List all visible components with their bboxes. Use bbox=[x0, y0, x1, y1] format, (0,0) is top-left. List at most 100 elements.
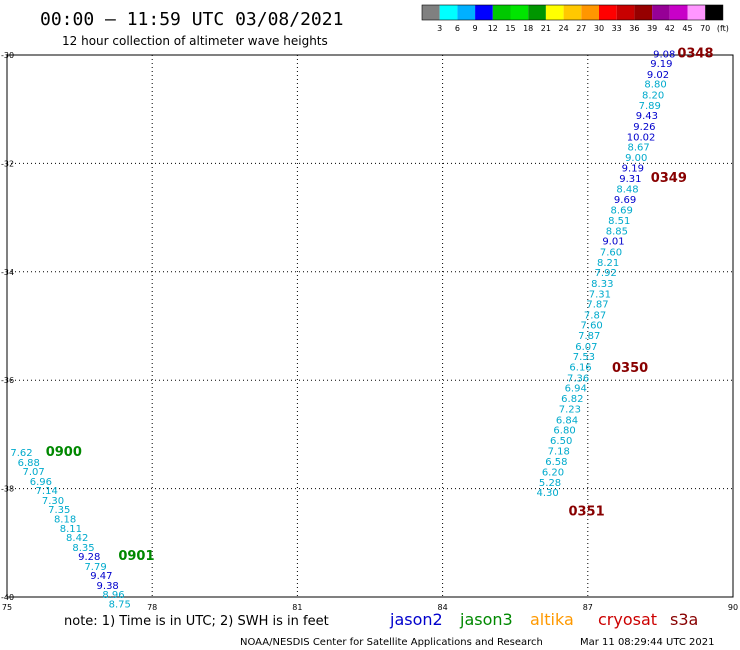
swh-point: 8.69 bbox=[611, 205, 633, 216]
swh-point: 9.38 bbox=[97, 581, 119, 592]
y-tick-label: -32 bbox=[1, 159, 14, 168]
swh-point: 6.16 bbox=[569, 362, 591, 373]
swh-point: 6.94 bbox=[565, 384, 587, 395]
color-scale-label: 36 bbox=[629, 24, 639, 33]
swh-point: 7.87 bbox=[578, 331, 600, 342]
color-swatch bbox=[439, 5, 458, 20]
pass-time-label: 0901 bbox=[118, 549, 154, 564]
swh-point: 7.60 bbox=[600, 248, 622, 259]
swh-point: 9.08 bbox=[653, 50, 675, 61]
color-swatch bbox=[669, 5, 688, 20]
satellite-legend-item: s3a bbox=[670, 610, 698, 629]
color-swatch bbox=[563, 5, 582, 20]
swh-point: 8.51 bbox=[608, 216, 630, 227]
swh-point: 10.02 bbox=[627, 133, 656, 144]
x-tick-label: 87 bbox=[583, 603, 593, 612]
swh-point: 4.30 bbox=[536, 488, 558, 499]
swh-point: 5.28 bbox=[539, 478, 561, 489]
swh-point: 8.96 bbox=[102, 590, 124, 601]
plot-grid bbox=[7, 55, 733, 597]
swh-point: 7.79 bbox=[84, 562, 106, 573]
color-scale-label: 18 bbox=[523, 24, 533, 33]
color-scale-label: 15 bbox=[505, 24, 515, 33]
x-tick-label: 78 bbox=[147, 603, 157, 612]
satellite-legend: jason2 jason3 altika cryosat s3a bbox=[389, 610, 698, 629]
color-swatch bbox=[705, 5, 723, 20]
swh-point: 7.31 bbox=[589, 289, 611, 300]
color-swatch bbox=[599, 5, 617, 20]
swh-point: 8.20 bbox=[642, 90, 664, 101]
footer-timestamp: Mar 11 08:29:44 UTC 2021 bbox=[580, 637, 715, 648]
color-swatch bbox=[510, 5, 529, 20]
swh-point: 8.35 bbox=[72, 543, 94, 554]
y-tick-label: -30 bbox=[1, 51, 14, 60]
swh-point: 8.42 bbox=[66, 533, 88, 544]
plot-axes: 75 78 81 84 87 90 -30 -32 -34 -36 -38 -40 bbox=[1, 51, 738, 612]
swh-point: 8.21 bbox=[597, 258, 619, 269]
color-swatch bbox=[545, 5, 564, 20]
color-swatch bbox=[581, 5, 599, 20]
swh-point: 6.80 bbox=[553, 425, 575, 436]
color-scale-label: 3 bbox=[437, 24, 442, 33]
swh-point: 6.50 bbox=[550, 436, 572, 447]
pass-time-label: 0351 bbox=[568, 505, 604, 520]
swh-point: 9.31 bbox=[619, 174, 641, 185]
swh-point: 7.92 bbox=[595, 268, 617, 279]
swh-point: 6.96 bbox=[30, 477, 52, 488]
chart-title: 00:00 – 11:59 UTC 03/08/2021 bbox=[40, 9, 343, 30]
swh-point: 7.53 bbox=[573, 352, 595, 363]
color-scale-label: 21 bbox=[541, 24, 551, 33]
satellite-legend-item: jason3 bbox=[459, 610, 513, 629]
color-swatch bbox=[687, 5, 706, 20]
plot-frame bbox=[6, 54, 734, 598]
satellite-legend-item: cryosat bbox=[598, 610, 657, 629]
swh-point: 9.26 bbox=[633, 122, 655, 133]
swh-point: 6.20 bbox=[542, 468, 564, 479]
color-scale-label: 12 bbox=[488, 24, 498, 33]
color-swatch bbox=[652, 5, 670, 20]
footer-note: note: 1) Time is in UTC; 2) SWH is in fe… bbox=[64, 614, 329, 629]
swh-point: 6.58 bbox=[545, 457, 567, 468]
color-scale-label: 9 bbox=[473, 24, 478, 33]
swh-point: 7.36 bbox=[567, 373, 589, 384]
swh-point: 6.07 bbox=[575, 342, 597, 353]
color-scale-label: 27 bbox=[576, 24, 586, 33]
swh-point: 6.84 bbox=[556, 416, 578, 427]
swh-point: 6.88 bbox=[18, 458, 40, 469]
swh-point: 9.01 bbox=[602, 237, 624, 248]
color-swatch bbox=[475, 5, 493, 20]
swh-point: 8.85 bbox=[606, 226, 628, 237]
color-scale-label: 45 bbox=[682, 24, 692, 33]
swh-point: 9.47 bbox=[90, 571, 112, 582]
swh-point: 7.23 bbox=[559, 405, 581, 416]
swh-point: 9.00 bbox=[625, 153, 647, 164]
swh-point: 7.89 bbox=[639, 101, 661, 112]
color-swatch bbox=[616, 5, 635, 20]
swh-point: 7.35 bbox=[48, 505, 70, 516]
swh-point: 7.62 bbox=[10, 448, 32, 459]
color-swatch bbox=[457, 5, 476, 20]
color-swatch bbox=[528, 5, 546, 20]
swh-point: 9.02 bbox=[647, 70, 669, 81]
color-scale-label: (ft) bbox=[717, 24, 729, 33]
color-swatch bbox=[492, 5, 511, 20]
swh-point: 9.19 bbox=[622, 164, 644, 175]
swh-point: 7.14 bbox=[36, 486, 58, 497]
pass-time-label: 0349 bbox=[651, 171, 687, 186]
x-tick-label: 90 bbox=[728, 603, 738, 612]
color-scale-label: 24 bbox=[559, 24, 569, 33]
swh-point: 8.11 bbox=[60, 524, 82, 535]
color-scale-label: 39 bbox=[647, 24, 657, 33]
color-scale-label: 33 bbox=[612, 24, 622, 33]
y-tick-label: -34 bbox=[1, 268, 14, 277]
data-points: 7.626.887.076.967.147.307.358.188.118.42… bbox=[10, 47, 713, 611]
swh-point: 9.28 bbox=[78, 552, 100, 563]
swh-point: 6.82 bbox=[561, 394, 583, 405]
pass-time-label: 0900 bbox=[46, 445, 82, 460]
swh-point: 7.18 bbox=[548, 446, 570, 457]
pass-time-label: 0350 bbox=[612, 361, 648, 376]
swh-point: 9.43 bbox=[636, 111, 658, 122]
satellite-legend-item: altika bbox=[530, 610, 574, 629]
swh-point: 7.87 bbox=[584, 310, 606, 321]
